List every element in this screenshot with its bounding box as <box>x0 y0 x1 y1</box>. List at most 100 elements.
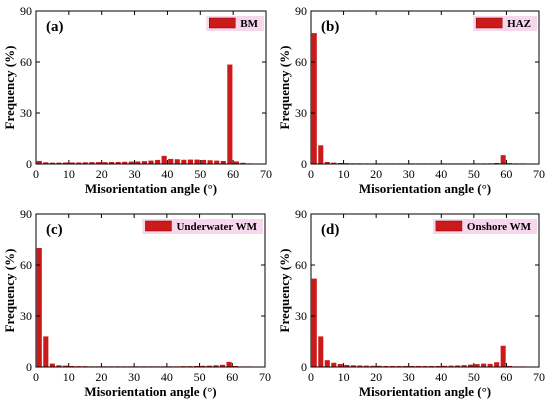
y-tick-label: 90 <box>20 4 32 18</box>
bar <box>62 365 68 367</box>
bar <box>474 364 480 367</box>
x-tick-label: 30 <box>129 167 141 181</box>
bar <box>213 365 219 367</box>
x-tick-label: 20 <box>96 167 108 181</box>
bar <box>494 162 500 164</box>
x-tick-label: 60 <box>227 167 239 181</box>
bar <box>115 161 121 164</box>
bar <box>207 160 213 164</box>
x-tick-label: 0 <box>308 167 314 181</box>
x-tick-label: 60 <box>226 370 238 384</box>
plot-frame <box>35 213 266 368</box>
bar <box>102 162 108 164</box>
legend-label: Onshore WM <box>467 221 532 233</box>
y-tick-label: 90 <box>20 207 32 221</box>
bar <box>187 159 193 164</box>
bar <box>200 365 206 367</box>
bar <box>324 161 330 164</box>
bar <box>494 362 500 367</box>
legend-label: Underwater WM <box>176 221 257 233</box>
bar <box>43 336 49 367</box>
y-tick-label: 30 <box>295 309 307 323</box>
y-tick-label: 30 <box>20 309 32 323</box>
bar <box>36 160 42 164</box>
bar <box>220 160 226 164</box>
bar <box>415 365 422 367</box>
bar <box>233 161 239 164</box>
x-tick-label: 40 <box>161 167 173 181</box>
x-tick-label: 30 <box>403 370 415 384</box>
bar <box>500 155 506 164</box>
bar <box>487 363 493 367</box>
bar <box>49 162 55 164</box>
bar <box>168 158 174 164</box>
x-tick-label: 50 <box>194 167 206 181</box>
plot-frame <box>35 10 267 165</box>
y-tick-label: 30 <box>20 106 32 120</box>
bar <box>155 159 161 164</box>
bar <box>36 248 42 367</box>
bar <box>370 365 376 367</box>
y-axis-title: Frequency (%) <box>2 249 17 333</box>
bar <box>455 365 461 367</box>
bar <box>82 162 88 164</box>
y-tick-label: 90 <box>295 4 307 18</box>
plot-frame <box>310 213 540 368</box>
y-tick-label: 90 <box>295 207 307 221</box>
x-tick-label: 10 <box>338 370 350 384</box>
bar <box>227 64 233 164</box>
bar <box>206 365 212 367</box>
y-tick-label: 0 <box>26 360 32 374</box>
bar <box>201 159 207 164</box>
y-tick-label: 60 <box>295 258 307 272</box>
bar <box>481 363 487 367</box>
bar <box>318 145 324 164</box>
y-tick-label: 60 <box>20 55 32 69</box>
x-tick-label: 10 <box>338 167 350 181</box>
bar <box>402 365 408 367</box>
y-tick-label: 30 <box>295 106 307 120</box>
x-tick-label: 30 <box>128 370 140 384</box>
x-tick-label: 30 <box>403 167 415 181</box>
bar <box>324 360 330 367</box>
bar <box>331 162 337 164</box>
bar <box>141 161 147 164</box>
y-tick-label: 0 <box>26 157 32 171</box>
chart-panel-3: 0 10 20 30 40 50 60 70 0 30 60 90 Misorientation ang… <box>2 207 271 399</box>
bar <box>448 365 454 367</box>
bar <box>363 365 369 367</box>
x-tick-label: 50 <box>194 370 206 384</box>
bar <box>357 365 363 367</box>
bar <box>69 365 75 367</box>
bar <box>350 365 356 367</box>
x-tick-label: 10 <box>63 370 75 384</box>
panel-label: (c) <box>46 222 63 238</box>
legend-label: BM <box>240 18 258 30</box>
x-tick-label: 60 <box>500 370 512 384</box>
bar <box>233 365 239 367</box>
plot-frame <box>310 10 540 165</box>
bar <box>500 345 506 367</box>
bar <box>95 162 101 164</box>
bar <box>422 365 428 367</box>
bar <box>337 162 343 164</box>
bar <box>468 364 474 367</box>
y-tick-label: 0 <box>301 157 307 171</box>
bar <box>69 162 75 164</box>
bar <box>428 365 435 367</box>
bar <box>181 159 187 164</box>
x-tick-label: 20 <box>370 370 382 384</box>
bar <box>311 278 317 367</box>
y-axis-title: Frequency (%) <box>277 249 292 333</box>
x-tick-label: 10 <box>63 167 75 181</box>
x-tick-label: 70 <box>533 167 545 181</box>
x-tick-label: 60 <box>500 167 512 181</box>
bar <box>435 365 441 367</box>
bar <box>63 162 69 164</box>
bar <box>311 33 317 164</box>
bar <box>383 365 389 367</box>
panel-label: (b) <box>321 19 339 35</box>
bar <box>56 365 62 367</box>
